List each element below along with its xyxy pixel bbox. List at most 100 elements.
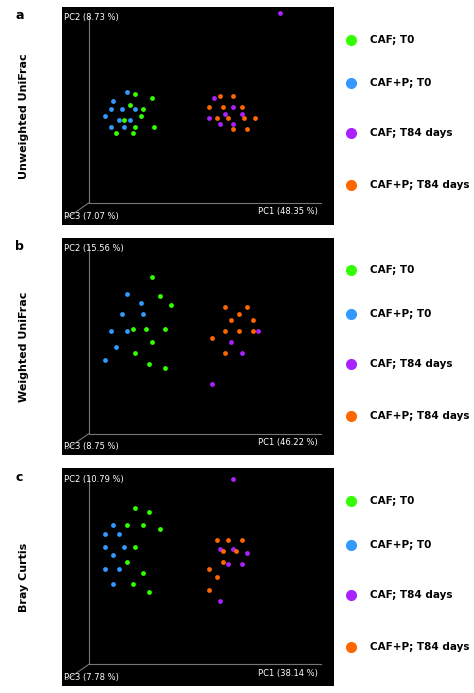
- Point: [151, 121, 158, 132]
- Text: PC3 (8.75 %): PC3 (8.75 %): [64, 442, 119, 451]
- Point: [219, 545, 226, 556]
- Text: CAF; T0: CAF; T0: [370, 35, 414, 44]
- Point: [123, 520, 131, 531]
- Point: [221, 326, 229, 337]
- Point: [140, 568, 147, 579]
- Text: CAF+P; T84 days: CAF+P; T84 days: [370, 642, 469, 652]
- Point: [221, 301, 229, 313]
- Point: [162, 362, 169, 374]
- Point: [219, 101, 226, 112]
- Point: [123, 556, 131, 568]
- Point: [249, 315, 256, 326]
- Point: [112, 128, 120, 139]
- Point: [112, 341, 120, 352]
- Point: [224, 559, 232, 570]
- Point: [126, 114, 134, 125]
- Text: PC2 (15.56 %): PC2 (15.56 %): [64, 244, 124, 253]
- Text: CAF+P; T84 days: CAF+P; T84 days: [370, 411, 469, 421]
- Point: [235, 326, 243, 337]
- Point: [216, 595, 224, 607]
- Text: c: c: [15, 471, 23, 484]
- Point: [145, 358, 153, 369]
- Point: [238, 559, 246, 570]
- Text: PC1 (46.22 %): PC1 (46.22 %): [258, 438, 318, 447]
- Point: [120, 114, 128, 125]
- Point: [101, 110, 109, 121]
- Point: [227, 337, 235, 348]
- Point: [219, 556, 226, 568]
- Point: [120, 121, 128, 132]
- Point: [123, 326, 131, 337]
- Text: CAF+P; T0: CAF+P; T0: [370, 309, 431, 319]
- Text: b: b: [15, 240, 24, 253]
- Point: [129, 324, 137, 335]
- Point: [140, 520, 147, 531]
- Point: [205, 112, 213, 123]
- Point: [107, 121, 115, 132]
- Point: [208, 378, 215, 389]
- Point: [238, 535, 246, 546]
- Point: [205, 563, 213, 574]
- Point: [205, 585, 213, 596]
- Text: Weighted UniFrac: Weighted UniFrac: [19, 291, 29, 402]
- Point: [216, 91, 224, 102]
- Point: [249, 326, 256, 337]
- Text: PC1 (48.35 %): PC1 (48.35 %): [258, 207, 318, 216]
- Point: [229, 543, 237, 554]
- Point: [109, 550, 117, 561]
- Point: [238, 101, 246, 112]
- Point: [229, 101, 237, 112]
- Point: [129, 578, 137, 589]
- Text: CAF; T84 days: CAF; T84 days: [370, 359, 452, 369]
- Point: [213, 535, 221, 546]
- Point: [232, 545, 240, 556]
- Text: CAF; T0: CAF; T0: [370, 496, 414, 506]
- Point: [145, 507, 153, 518]
- Point: [145, 587, 153, 598]
- Point: [123, 289, 131, 300]
- Point: [131, 121, 139, 132]
- Point: [101, 541, 109, 552]
- Text: CAF+P; T0: CAF+P; T0: [370, 78, 431, 88]
- Point: [243, 547, 251, 559]
- Point: [251, 112, 259, 123]
- Point: [131, 347, 139, 358]
- Point: [131, 502, 139, 513]
- Text: CAF+P; T84 days: CAF+P; T84 days: [370, 180, 469, 191]
- Point: [208, 332, 215, 343]
- Point: [276, 8, 283, 19]
- Point: [123, 86, 131, 97]
- Point: [238, 347, 246, 358]
- Point: [109, 578, 117, 589]
- Point: [229, 119, 237, 130]
- Point: [140, 308, 147, 319]
- Point: [243, 301, 251, 313]
- Point: [131, 541, 139, 552]
- Point: [213, 112, 221, 123]
- Point: [115, 114, 123, 125]
- Point: [148, 271, 155, 282]
- Point: [243, 123, 251, 134]
- Point: [101, 354, 109, 365]
- Point: [142, 324, 150, 335]
- Point: [167, 299, 174, 310]
- Text: Unweighted UniFrac: Unweighted UniFrac: [19, 53, 29, 179]
- Point: [101, 528, 109, 539]
- Point: [224, 535, 232, 546]
- Point: [235, 308, 243, 319]
- Text: CAF; T0: CAF; T0: [370, 265, 414, 275]
- Point: [115, 563, 123, 574]
- Point: [120, 541, 128, 552]
- Text: PC3 (7.07 %): PC3 (7.07 %): [64, 211, 119, 220]
- Point: [131, 89, 139, 100]
- Point: [229, 91, 237, 102]
- Point: [221, 347, 229, 358]
- Point: [216, 543, 224, 554]
- Point: [118, 308, 126, 319]
- Point: [148, 337, 155, 348]
- Point: [129, 128, 137, 139]
- Text: PC2 (8.73 %): PC2 (8.73 %): [64, 13, 119, 22]
- Text: PC1 (38.14 %): PC1 (38.14 %): [258, 669, 318, 678]
- Point: [162, 324, 169, 335]
- Text: CAF+P; T0: CAF+P; T0: [370, 540, 431, 550]
